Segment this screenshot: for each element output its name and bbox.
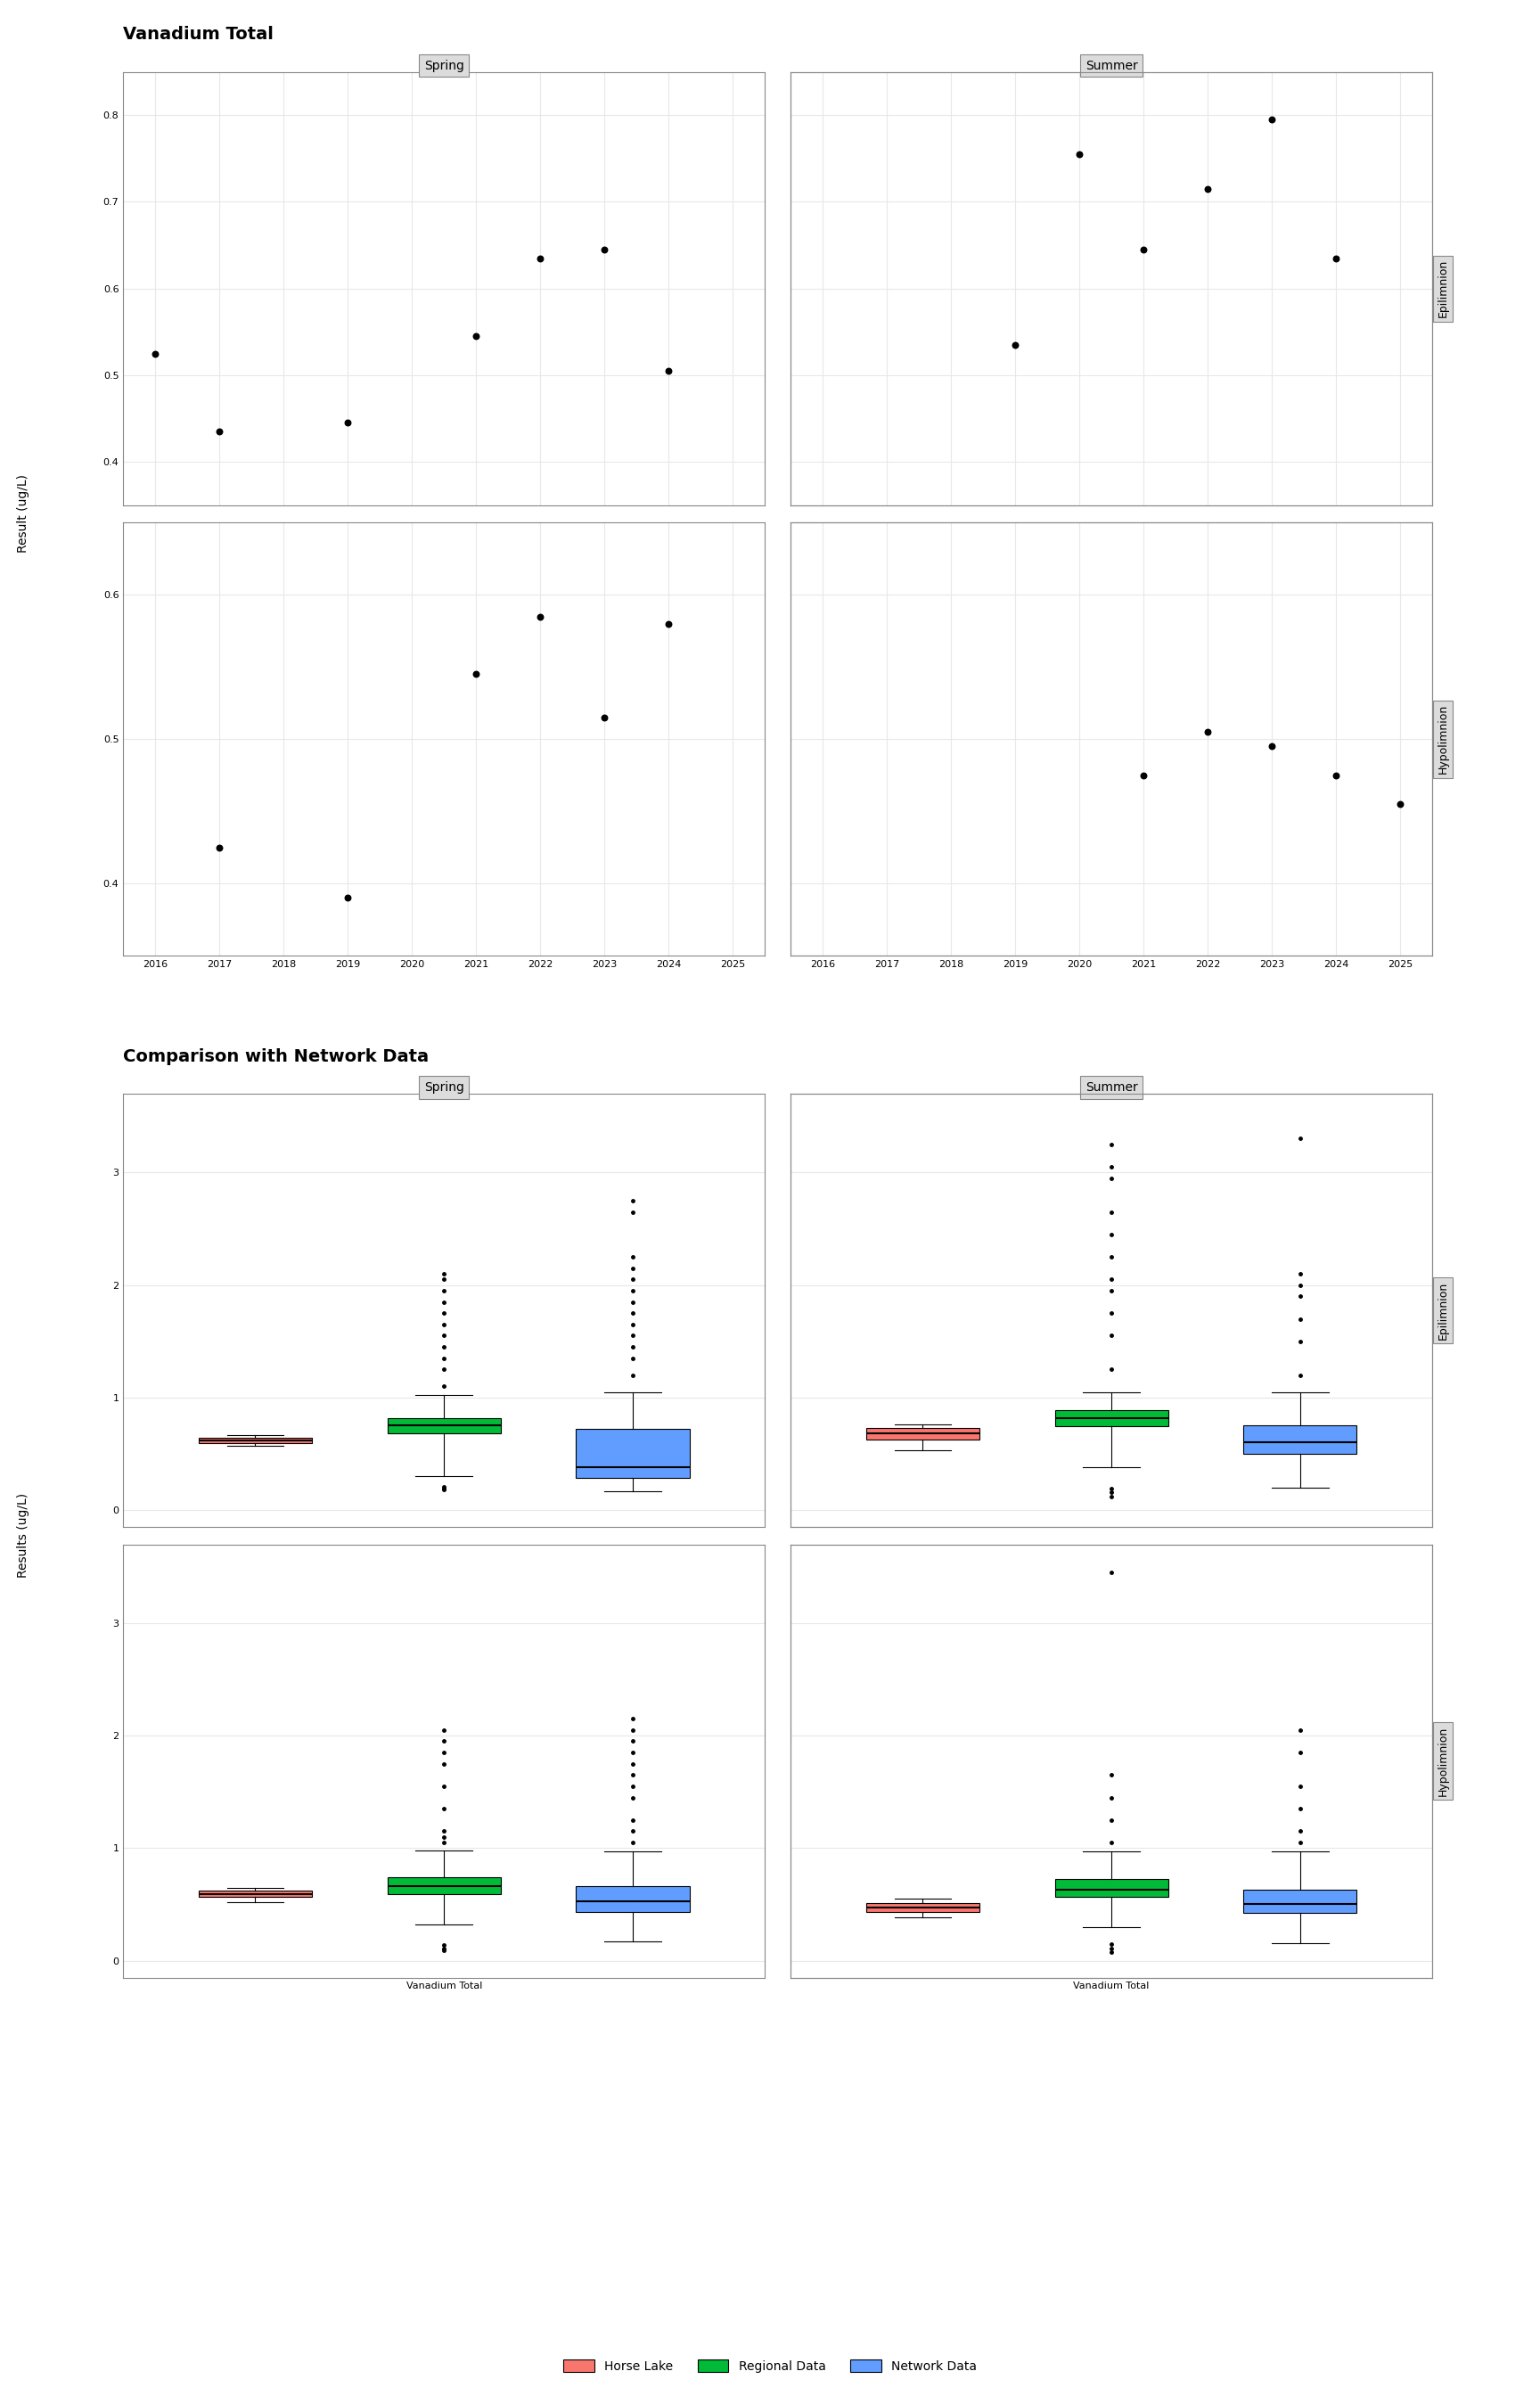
- PathPatch shape: [199, 1890, 313, 1898]
- Point: [336, 403, 360, 441]
- Title: Summer: Summer: [1086, 1081, 1138, 1093]
- Y-axis label: Epilimnion: Epilimnion: [1437, 259, 1449, 319]
- Y-axis label: Epilimnion: Epilimnion: [1437, 1282, 1449, 1339]
- Text: Results (ug/L): Results (ug/L): [17, 1493, 29, 1579]
- Point: [1195, 712, 1220, 750]
- Point: [464, 316, 488, 355]
- PathPatch shape: [1243, 1890, 1357, 1912]
- Point: [1132, 230, 1157, 268]
- Point: [1324, 240, 1349, 278]
- Point: [1260, 728, 1284, 767]
- PathPatch shape: [388, 1418, 501, 1433]
- Point: [528, 597, 553, 635]
- PathPatch shape: [576, 1886, 690, 1912]
- Point: [1388, 786, 1412, 824]
- Point: [206, 412, 231, 450]
- Point: [464, 654, 488, 692]
- Point: [591, 697, 616, 736]
- Title: Spring: Spring: [424, 1081, 464, 1093]
- Point: [528, 240, 553, 278]
- Text: Vanadium Total: Vanadium Total: [123, 26, 274, 43]
- Text: Comparison with Network Data: Comparison with Network Data: [123, 1047, 430, 1064]
- Point: [591, 230, 616, 268]
- Title: Summer: Summer: [1086, 60, 1138, 72]
- PathPatch shape: [1055, 1878, 1167, 1898]
- Title: Spring: Spring: [424, 60, 464, 72]
- PathPatch shape: [388, 1876, 501, 1893]
- Point: [1260, 101, 1284, 139]
- Point: [1067, 994, 1092, 1033]
- Point: [336, 879, 360, 918]
- Point: [143, 335, 168, 374]
- Point: [1067, 134, 1092, 173]
- Text: Result (ug/L): Result (ug/L): [17, 474, 29, 553]
- PathPatch shape: [1243, 1426, 1357, 1454]
- PathPatch shape: [1055, 1409, 1167, 1426]
- PathPatch shape: [865, 1902, 979, 1912]
- Point: [206, 829, 231, 867]
- Point: [656, 352, 681, 391]
- Point: [1132, 757, 1157, 795]
- Y-axis label: Hypolimnion: Hypolimnion: [1437, 704, 1449, 774]
- Point: [1003, 326, 1027, 364]
- PathPatch shape: [199, 1438, 313, 1442]
- Legend: Horse Lake, Regional Data, Network Data: Horse Lake, Regional Data, Network Data: [559, 2355, 981, 2377]
- Point: [1324, 757, 1349, 795]
- Point: [656, 604, 681, 642]
- PathPatch shape: [865, 1428, 979, 1440]
- PathPatch shape: [576, 1428, 690, 1478]
- Y-axis label: Hypolimnion: Hypolimnion: [1437, 1725, 1449, 1797]
- Point: [1195, 170, 1220, 208]
